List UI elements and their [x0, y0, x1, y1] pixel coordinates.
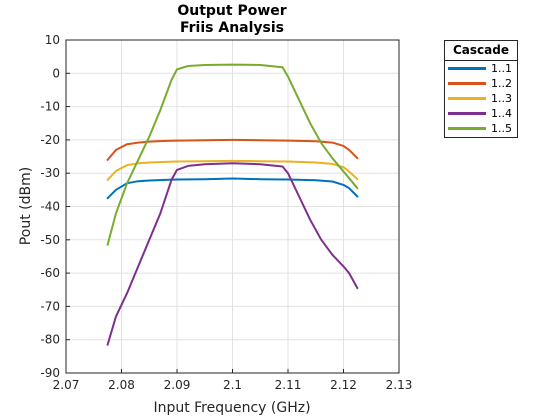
legend-items: 1..1 1..2 1..3 1..4 1..5 [445, 61, 517, 136]
y-tick-label: -50 [40, 233, 60, 247]
legend-label: 1..2 [491, 77, 512, 90]
x-tick-label: 2.09 [164, 378, 191, 392]
y-tick-label: 10 [45, 33, 60, 47]
y-tick-label: -70 [40, 299, 60, 313]
y-axis-label: Pout (dBm) [18, 167, 34, 245]
legend-item: 1..1 [445, 61, 517, 76]
x-axis-label: Input Frequency (GHz) [153, 400, 310, 416]
series-line-4 [106, 162, 359, 346]
x-tick-label: 2.12 [330, 378, 357, 392]
y-tick-label: -30 [40, 166, 60, 180]
y-tick-label: 0 [52, 66, 60, 80]
legend-label: 1..1 [491, 62, 512, 75]
y-tick-label: -90 [40, 366, 60, 380]
legend-item: 1..4 [445, 106, 517, 121]
legend-label: 1..5 [491, 122, 512, 135]
x-tick-label: 2.13 [386, 378, 413, 392]
x-tick-label: 2.07 [53, 378, 80, 392]
series-line-1 [106, 177, 359, 200]
y-tick-label: -20 [40, 133, 60, 147]
legend-swatch [448, 97, 486, 100]
x-tick-label: 2.11 [275, 378, 302, 392]
y-tick-label: -60 [40, 266, 60, 280]
series-line-5 [106, 63, 359, 246]
y-tick-label: -10 [40, 100, 60, 114]
chart-subtitle: Friis Analysis [180, 20, 284, 36]
legend-label: 1..3 [491, 92, 512, 105]
legend-item: 1..3 [445, 91, 517, 106]
chart-title: Output Power [177, 3, 286, 19]
legend-swatch [448, 82, 486, 85]
x-tick-label: 2.08 [108, 378, 135, 392]
axis-ticks: 2.07 2.08 2.09 2.1 2.11 2.12 2.13 -90 -80 -70 -60 -… [40, 33, 412, 392]
y-tick-label: -80 [40, 333, 60, 347]
y-tick-label: -40 [40, 200, 60, 214]
legend-swatch [448, 112, 486, 115]
legend-swatch [448, 67, 486, 70]
legend-title: Cascade [445, 41, 517, 61]
series-line-2 [106, 138, 359, 161]
x-tick-label: 2.1 [223, 378, 242, 392]
legend: Cascade 1..1 1..2 1..3 1..4 1..5 [444, 40, 518, 138]
legend-item: 1..2 [445, 76, 517, 91]
legend-swatch [448, 127, 486, 130]
legend-label: 1..4 [491, 107, 512, 120]
series-lines [106, 63, 359, 346]
legend-item: 1..5 [445, 121, 517, 136]
